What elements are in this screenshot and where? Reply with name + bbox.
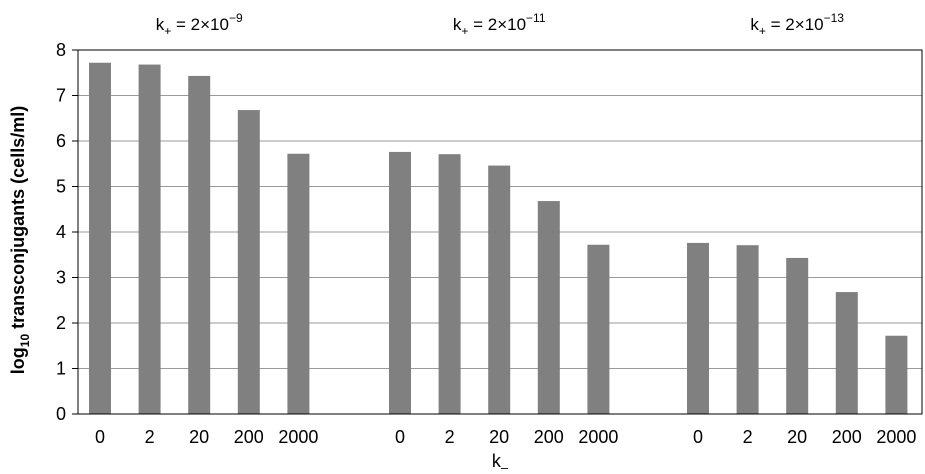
x-tick-label: 2000 <box>278 427 318 447</box>
bar <box>438 154 461 414</box>
bar <box>835 292 858 414</box>
x-tick-label: 200 <box>534 427 564 447</box>
x-axis-title: k– <box>492 451 509 474</box>
bar <box>287 153 310 415</box>
x-tick-label: 20 <box>787 427 807 447</box>
bar <box>885 335 908 414</box>
x-tick-label: 200 <box>234 427 264 447</box>
y-axis-title: log10 transconjugants (cells/ml) <box>8 106 32 374</box>
bar <box>89 62 111 415</box>
x-tick-label: 0 <box>95 427 105 447</box>
x-tick-label: 0 <box>395 427 405 447</box>
group-label: k+ = 2×10−11 <box>453 11 546 38</box>
x-tick-label: 2 <box>145 427 155 447</box>
x-tick-label: 20 <box>489 427 509 447</box>
y-tick-label: 4 <box>56 222 66 242</box>
x-tick-label: 2000 <box>876 427 916 447</box>
bar <box>587 244 610 414</box>
bar <box>188 75 211 414</box>
y-tick-label: 1 <box>56 359 66 379</box>
x-tick-label: 20 <box>189 427 209 447</box>
y-axis: 0 1 2 3 4 5 6 7 8 <box>56 40 78 424</box>
y-tick-label: 6 <box>56 131 66 151</box>
bar <box>736 245 759 414</box>
bar <box>488 165 511 414</box>
x-tick-label: 2 <box>743 427 753 447</box>
y-tick-label: 5 <box>56 177 66 197</box>
x-tick-label: 2 <box>445 427 455 447</box>
bar <box>138 64 161 414</box>
x-tick-label: 200 <box>832 427 862 447</box>
bar <box>237 110 260 414</box>
group-label: k+ = 2×10−13 <box>750 11 844 38</box>
y-tick-label: 3 <box>56 268 66 288</box>
y-tick-label: 0 <box>56 404 66 424</box>
bar <box>537 201 560 414</box>
x-tick-label: 2000 <box>578 427 618 447</box>
bar <box>687 242 709 414</box>
y-tick-label: 2 <box>56 313 66 333</box>
x-tick-labels: 0 2 20 200 2000 0 2 20 200 2000 0 2 20 200 2000 <box>95 427 916 447</box>
group-labels: k+ = 2×10−9 k+ = 2×10−11 k+ = 2×10−13 <box>156 11 845 38</box>
x-tick-label: 0 <box>693 427 703 447</box>
y-tick-label: 8 <box>56 40 66 60</box>
y-tick-label: 7 <box>56 86 66 106</box>
bars <box>89 62 908 415</box>
bar <box>389 151 411 415</box>
group-label: k+ = 2×10−9 <box>156 11 243 38</box>
bar <box>786 257 809 414</box>
